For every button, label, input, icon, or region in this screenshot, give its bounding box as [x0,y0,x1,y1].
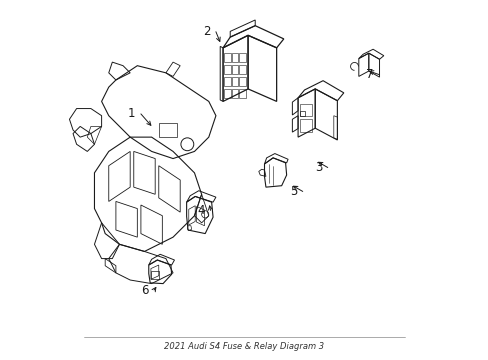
Bar [299,111,305,116]
Text: 2021 Audi S4 Fuse & Relay Diagram 3: 2021 Audi S4 Fuse & Relay Diagram 3 [164,342,324,351]
Text: 2: 2 [203,25,210,38]
Text: 3: 3 [314,161,322,174]
Text: 4: 4 [197,204,205,217]
Text: 7: 7 [366,68,373,81]
Text: 5: 5 [289,185,297,198]
Text: 1: 1 [128,107,135,120]
Bar [151,271,159,279]
Bar [159,123,176,137]
Text: 6: 6 [141,284,148,297]
